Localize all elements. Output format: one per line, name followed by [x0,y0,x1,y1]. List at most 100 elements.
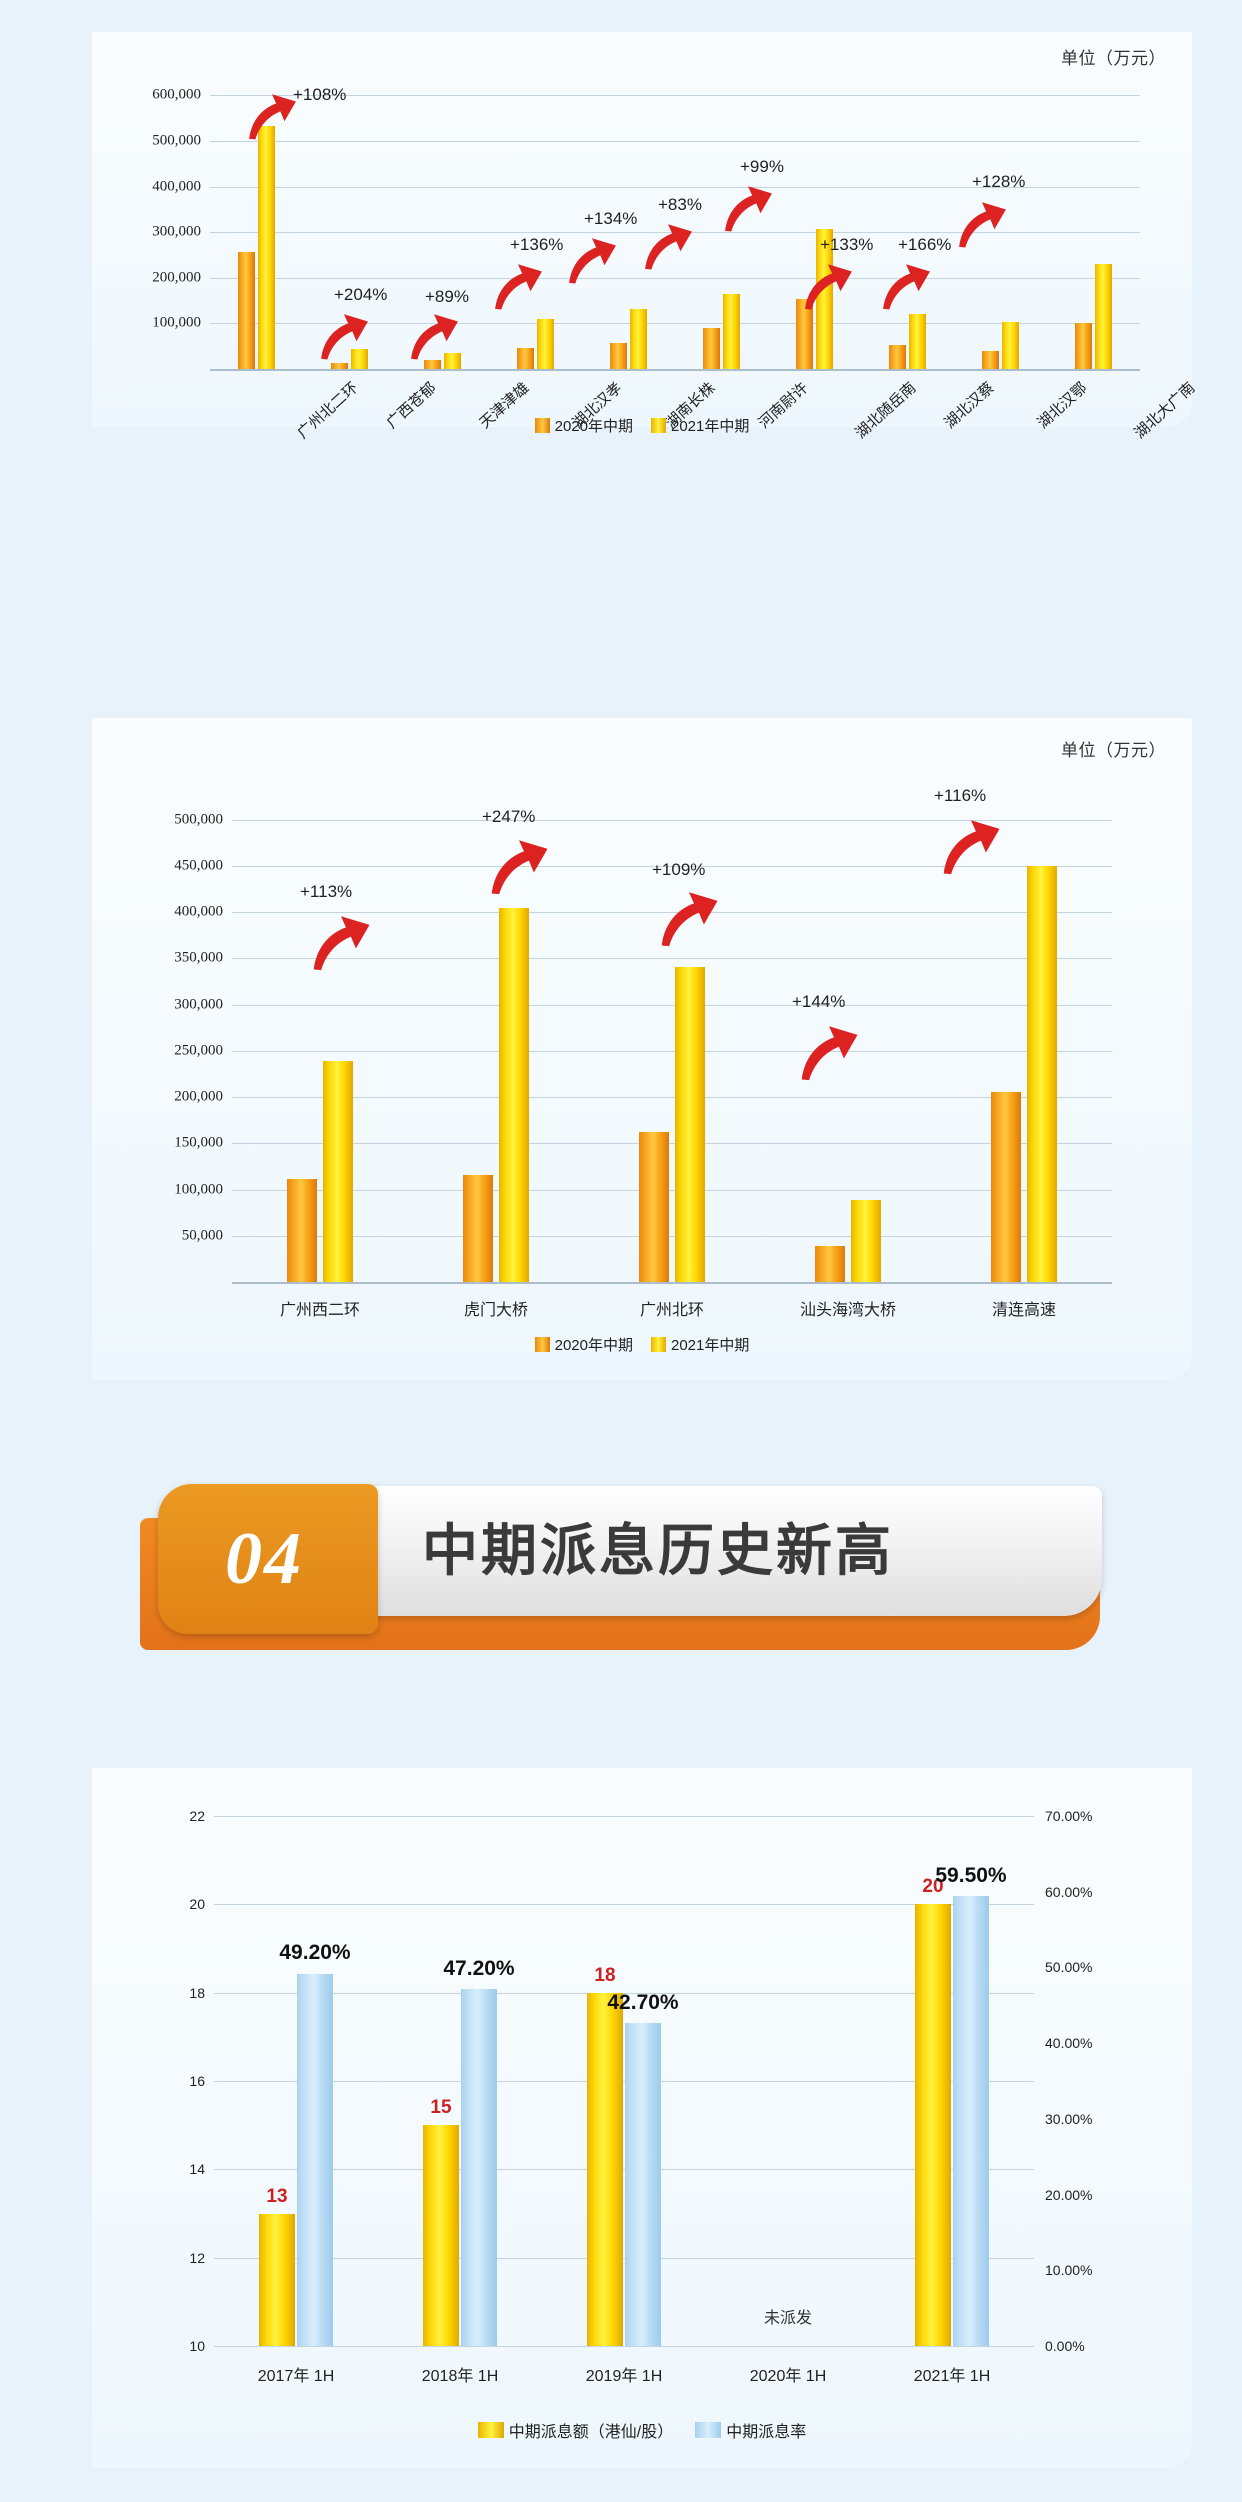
y-axis-tick-label: 450,000 [174,857,223,874]
bar-2020-4 [991,1091,1021,1282]
bar-2020-0 [238,252,255,369]
bar-2021-2 [675,966,705,1282]
bar-dividend-amount-4 [915,1904,951,2346]
right-y-axis-tick-label: 60.00% [1045,1883,1093,1900]
legend-swatch-orange-icon [534,418,550,433]
banner-title: 中期派息历史新高 [422,1519,894,1584]
chart2-legend-label-0: 2020年中期 [554,1337,633,1354]
chart-card-2: 单位（万元） 50,000 100,000 150,000 200,000 250,00… [92,718,1192,1380]
legend-swatch-yellow-icon [651,1337,666,1352]
gridline [214,2257,1034,2259]
gridline [210,186,1140,188]
growth-label-7: +133% [820,235,874,254]
legend-swatch-blue-icon [695,2422,722,2438]
growth-label-1: +204% [334,285,388,304]
right-y-axis-tick-label: 70.00% [1045,1808,1093,1824]
left-y-axis-tick-label: 20 [189,1896,205,1913]
gridline [232,865,1112,867]
gridline [210,277,1140,279]
no-dividend-note: 未派发 [763,2310,813,2327]
y-axis-tick-label: 400,000 [174,903,223,920]
gridline [232,958,1112,960]
y-axis-tick-label: 300,000 [152,223,201,240]
bar-2021-0 [258,125,275,369]
gridline [232,1004,1112,1006]
x-axis-line [232,1282,1112,1284]
chart3-legend-label-0: 中期派息额（港仙/股） [508,2424,674,2441]
bar-2020-1 [463,1174,493,1282]
x-axis-label-1: 2018年 1H [421,2368,499,2385]
bar-2021-1 [499,907,529,1282]
bar-2021-5 [723,293,740,369]
chart2-legend-item-0: 2020年中期 [534,1334,633,1355]
x-axis-label-4: 清连高速 [991,1302,1057,1319]
chart-card-1: 单位（万元） 100,000 200,000 300,000 400,000 500,0… [92,32,1198,442]
bar-2021-7 [909,313,926,369]
growth-label-8: +166% [898,235,952,254]
right-y-axis-tick-label: 10.00% [1045,2262,1093,2279]
y-axis-tick-label: 50,000 [181,1227,223,1244]
bar-2020-5 [703,327,720,369]
growth-label-1: +247% [482,807,536,826]
rate-label-0: 49.20% [279,1941,351,1965]
y-axis-tick-label: 250,000 [174,1042,223,1059]
y-axis-tick-label: 150,000 [174,1134,223,1151]
gridline [214,1992,1034,1994]
bar-dividend-rate-2 [625,2022,661,2346]
chart1-legend-label-0: 2020年中期 [554,418,633,435]
amount-label-1: 15 [430,2097,452,2119]
bar-2021-3 [851,1199,881,1282]
bar-2020-8 [982,351,999,369]
chart2-legend: 2020年中期 2021年中期 [92,1334,1192,1355]
bar-dividend-rate-4 [953,1895,989,2346]
growth-label-4: +134% [584,209,638,228]
gridline [232,912,1112,914]
y-axis-tick-label: 200,000 [152,269,201,286]
growth-label-2: +89% [425,287,469,306]
y-axis-tick-label: 400,000 [152,178,201,194]
banner-number-block: 04 [158,1484,378,1634]
right-y-axis-tick-label: 0.00% [1045,2338,1085,2354]
gridline [210,140,1140,142]
growth-arrow-icon [880,259,932,311]
bar-2021-4 [1027,865,1057,1282]
y-axis-tick-label: 500,000 [174,811,223,828]
growth-arrow-icon [802,259,854,311]
gridline [232,1189,1112,1191]
growth-label-4: +116% [934,786,987,805]
x-axis-label-0: 2017年 1H [257,2368,335,2385]
growth-label-0: +108% [293,85,347,104]
bar-2020-9 [1075,322,1092,369]
gridline [214,2081,1034,2082]
growth-arrow-icon [940,814,1002,876]
chart1-legend-item-0: 2020年中期 [534,415,633,436]
bar-dividend-amount-0 [259,2213,295,2346]
x-axis-label-0: 广州西二环 [279,1302,361,1319]
bar-2020-1 [331,362,348,369]
bar-2021-9 [1095,264,1112,369]
chart-card-3: 10 12 14 16 18 20 22 0.00% 10.00% 20.00% 30.00% 40.… [92,1768,1192,2468]
growth-arrow-icon [318,309,370,361]
amount-label-2: 18 [594,1964,616,1986]
growth-arrow-icon [488,834,550,896]
bar-dividend-rate-1 [461,1988,497,2346]
bar-2020-6 [796,298,813,369]
legend-swatch-yellow-icon [477,2422,504,2438]
growth-arrow-icon [246,89,298,141]
y-axis-tick-label: 100,000 [152,314,201,331]
growth-arrow-icon [956,197,1008,249]
y-axis-tick-label: 300,000 [174,996,223,1013]
left-y-axis-tick-label: 14 [189,2161,205,2178]
right-y-axis-tick-label: 50.00% [1045,1959,1093,1976]
chart3-plot-area: 10 12 14 16 18 20 22 0.00% 10.00% 20.00% 30.00% 40.… [189,1808,1092,2354]
growth-label-3: +144% [792,992,846,1011]
rate-label-2: 42.70% [607,1990,679,2014]
chart3-legend: 中期派息额（港仙/股） 中期派息率 [92,2418,1192,2442]
chart3-legend-label-1: 中期派息率 [726,2424,807,2441]
chart3-legend-item-0: 中期派息额（港仙/股） [477,2418,674,2442]
gridline [210,95,1140,97]
chart1-legend-item-1: 2021年中期 [651,415,749,436]
bar-2020-3 [517,348,534,369]
bar-2020-7 [889,345,906,369]
